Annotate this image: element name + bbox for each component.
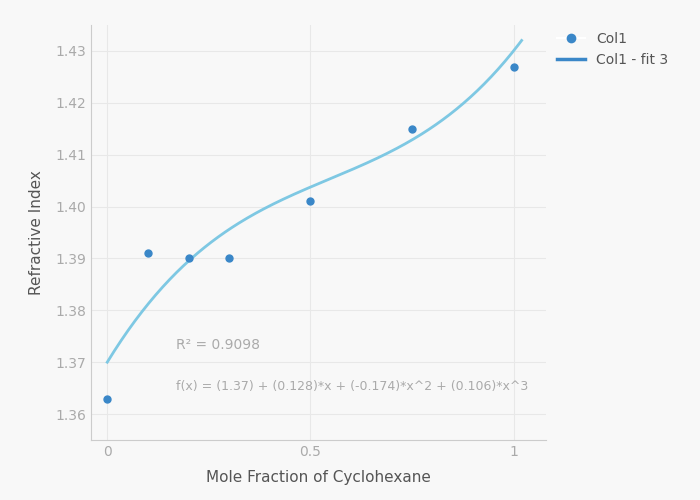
Point xyxy=(304,198,316,205)
Point xyxy=(508,62,519,70)
Point xyxy=(223,254,235,262)
X-axis label: Mole Fraction of Cyclohexane: Mole Fraction of Cyclohexane xyxy=(206,470,431,485)
Point xyxy=(142,250,153,258)
Point xyxy=(183,254,194,262)
Y-axis label: Refractive Index: Refractive Index xyxy=(29,170,44,295)
Legend: Col1, Col1 - fit 3: Col1, Col1 - fit 3 xyxy=(557,32,668,67)
Text: R² = 0.9098: R² = 0.9098 xyxy=(176,338,260,352)
Point xyxy=(406,125,417,133)
Point xyxy=(102,394,113,402)
Text: f(x) = (1.37) + (0.128)*x + (-0.174)*x^2 + (0.106)*x^3: f(x) = (1.37) + (0.128)*x + (-0.174)*x^2… xyxy=(176,380,528,394)
